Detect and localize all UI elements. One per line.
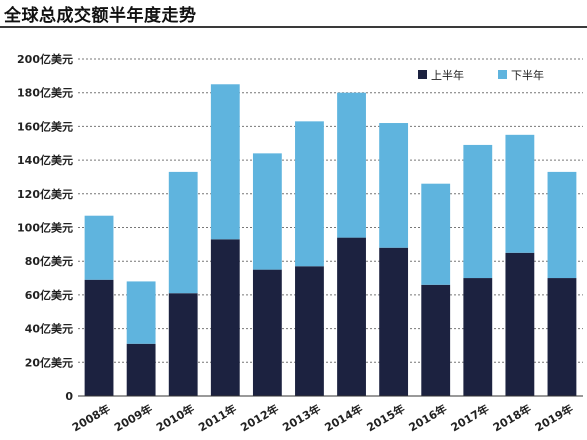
bar-first-half (379, 247, 409, 396)
bar-first-half (126, 343, 156, 396)
bar-second-half (505, 134, 535, 253)
bars (84, 84, 577, 396)
bar-second-half (421, 183, 451, 285)
bar-first-half (547, 278, 577, 396)
x-tick-label: 2009年 (112, 401, 155, 434)
bar-second-half (547, 171, 577, 279)
legend-swatch (418, 70, 427, 79)
legend-label: 上半年 (431, 68, 464, 82)
y-tick-label: 180亿美元 (17, 86, 73, 100)
y-tick-label: 40亿美元 (25, 322, 73, 336)
y-tick-label: 140亿美元 (17, 153, 73, 167)
bar-first-half (210, 239, 240, 396)
legend-label: 下半年 (511, 68, 544, 82)
legend-item-first-half: 上半年 (418, 68, 464, 82)
bar-second-half (295, 121, 324, 267)
y-tick-label: 120亿美元 (17, 187, 73, 201)
x-tick-label: 2013年 (280, 401, 323, 434)
legend: 上半年 下半年 (418, 68, 544, 82)
x-tick-label: 2011年 (196, 401, 239, 434)
x-tick-label: 2010年 (154, 401, 197, 434)
bar-second-half (84, 215, 114, 280)
bar-first-half (337, 237, 366, 396)
gridlines (78, 58, 583, 363)
bar-second-half (379, 123, 409, 248)
y-tick-label: 100亿美元 (17, 221, 73, 235)
x-tick-label: 2017年 (448, 401, 491, 434)
bar-first-half (168, 293, 198, 396)
y-tick-label: 20亿美元 (25, 355, 73, 369)
bar-first-half (295, 266, 324, 396)
bar-first-half (252, 269, 282, 396)
bar-first-half (84, 279, 114, 396)
y-tick-label: 200亿美元 (17, 52, 73, 66)
y-tick-label: 160亿美元 (17, 119, 73, 133)
bar-second-half (126, 281, 156, 344)
bar-first-half (463, 278, 493, 396)
bar-second-half (210, 84, 240, 240)
chart-title: 全球总成交额半年度走势 (4, 6, 197, 26)
bar-first-half (505, 252, 535, 396)
x-tick-label: 2012年 (238, 401, 281, 434)
bar-first-half (421, 284, 451, 396)
x-tick-label: 2018年 (490, 401, 533, 434)
x-tick-label: 2014年 (322, 401, 365, 434)
x-tick-label: 2008年 (69, 401, 112, 434)
title-bar: 全球总成交额半年度走势 (0, 0, 587, 28)
x-tick-label: 2019年 (532, 401, 575, 434)
y-tick-label: 80亿美元 (25, 254, 73, 268)
bar-second-half (252, 153, 282, 270)
x-tick-label: 2016年 (406, 401, 449, 434)
bar-second-half (337, 92, 366, 238)
y-tick-label: 0 (65, 390, 73, 403)
x-tick-label: 2015年 (364, 401, 407, 434)
y-tick-label: 60亿美元 (25, 288, 73, 302)
legend-item-second-half: 下半年 (498, 68, 544, 82)
bar-second-half (463, 144, 493, 279)
bar-second-half (168, 171, 198, 294)
legend-swatch (498, 70, 507, 79)
